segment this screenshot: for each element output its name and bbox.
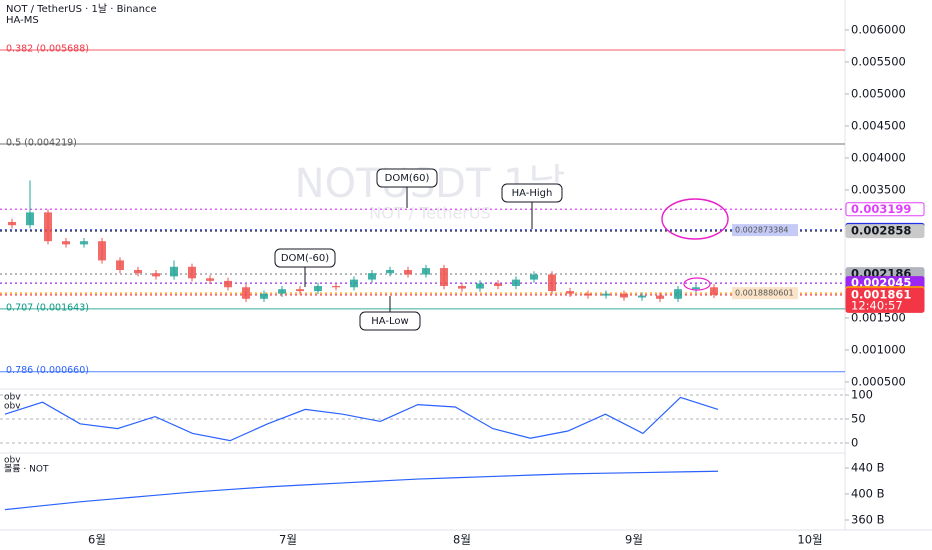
candle-body	[692, 287, 700, 290]
level-label: 0.5 (0.004219)	[6, 137, 77, 148]
y-tick-label: 0.005000	[851, 86, 906, 100]
candle-body	[404, 269, 412, 275]
price-badge	[845, 202, 925, 217]
callout-label: HA-Low	[371, 316, 408, 327]
callout-label: DOM(-60)	[281, 253, 329, 264]
y-tick-label: 100	[851, 388, 873, 402]
candle-body	[422, 268, 430, 275]
callout-box	[359, 311, 421, 331]
x-tick-label: 10월	[797, 533, 822, 547]
candle-body	[476, 283, 484, 289]
pane-label: obv	[4, 456, 21, 466]
y-tick-label: 0.001000	[851, 342, 906, 356]
y-tick-label: 0.003500	[851, 182, 906, 196]
candle-body	[242, 287, 250, 299]
callout-box	[501, 183, 563, 203]
level-label: 0.707 (0.001643)	[6, 302, 89, 313]
price-badge	[845, 224, 925, 239]
candle-body	[116, 260, 124, 270]
indicator-name: HA-MS	[6, 15, 39, 26]
candle-body	[296, 289, 304, 292]
y-tick-label: 0	[851, 436, 858, 450]
candle-body	[512, 279, 520, 286]
candle-body	[260, 293, 268, 299]
countdown: 12:40:57	[851, 298, 903, 312]
callout-label: HA-High	[512, 188, 553, 199]
candle-body	[584, 293, 592, 296]
candle-body	[350, 279, 358, 288]
symbol-title: NOT / TetherUS · 1날 · Binance	[6, 3, 157, 15]
candle-body	[134, 269, 142, 274]
y-tick-label: 0.004000	[851, 150, 906, 164]
candle-body	[368, 273, 376, 280]
candle-body	[80, 241, 88, 245]
y-tick-label: 360 B	[851, 512, 885, 526]
price-badge-label: 0.003199	[851, 202, 911, 216]
candle-body	[620, 293, 628, 298]
candle-body	[8, 221, 16, 226]
pane-label: 볼륨 · NOT	[4, 464, 49, 475]
x-tick-label: 7월	[279, 533, 297, 547]
x-tick-label: 9월	[625, 533, 643, 547]
indicator-line	[4, 470, 719, 511]
callout-label: DOM(60)	[385, 173, 430, 184]
candle-body	[314, 285, 322, 292]
candle-body	[206, 278, 214, 281]
pane-label: obv	[4, 402, 21, 412]
candle-body	[710, 287, 718, 295]
candle-body	[674, 289, 682, 299]
candle-body	[44, 212, 52, 242]
chart-layer: 0.006000 0.005500 0.005000 0.004500 0.004000…	[0, 22, 925, 547]
highlight-circle	[661, 198, 729, 240]
candle-body	[152, 273, 160, 277]
candle-body	[188, 266, 196, 279]
candle-body	[458, 285, 466, 289]
candle-body	[638, 295, 646, 298]
price-badge	[845, 287, 925, 313]
indicator-line	[4, 396, 719, 442]
candle-body	[98, 241, 106, 261]
y-tick-label: 0.004500	[851, 118, 906, 132]
candle-body	[530, 274, 538, 280]
price-badge-label: 0.002858	[851, 224, 911, 238]
candle-body	[386, 269, 394, 274]
callout-box	[274, 248, 336, 268]
y-tick-label: 50	[851, 412, 866, 426]
price-badge-label: 0.001861	[851, 287, 911, 301]
level-label: 0.382 (0.005688)	[6, 43, 89, 54]
candle-body	[656, 295, 664, 299]
line-tag: 0.002873384	[735, 226, 788, 235]
callout-box	[376, 168, 438, 188]
candle-body	[566, 291, 574, 294]
candle-body	[332, 285, 340, 288]
watermark-name: NOT / TetherUS	[369, 204, 491, 223]
candle-body	[62, 241, 70, 245]
highlight-circle	[683, 277, 711, 291]
y-tick-label: 0.006000	[851, 22, 906, 36]
level-label: 0.786 (0.000660)	[6, 365, 89, 376]
line-tag-bg	[732, 224, 798, 237]
y-tick-label: 0.000500	[851, 374, 906, 388]
y-tick-label: 0.001500	[851, 310, 906, 324]
line-tag-bg	[732, 287, 798, 300]
x-tick-label: 6월	[88, 533, 106, 547]
y-tick-label: 0.005500	[851, 54, 906, 68]
line-tag: 0.0018880601	[735, 289, 794, 298]
y-tick-label: 440 B	[851, 460, 885, 474]
candle-body	[224, 280, 232, 288]
candle-body	[170, 266, 178, 277]
price-badge-label: 0.002045	[851, 276, 911, 290]
candle-body	[440, 268, 448, 286]
candle-body	[278, 289, 286, 294]
y-tick-label: 400 B	[851, 486, 885, 500]
candle-body	[602, 293, 610, 296]
candle-body	[494, 283, 502, 286]
pane-label: obv	[4, 393, 21, 403]
x-tick-label: 8월	[453, 533, 471, 547]
candle-body	[26, 212, 34, 226]
candle-body	[548, 274, 556, 292]
